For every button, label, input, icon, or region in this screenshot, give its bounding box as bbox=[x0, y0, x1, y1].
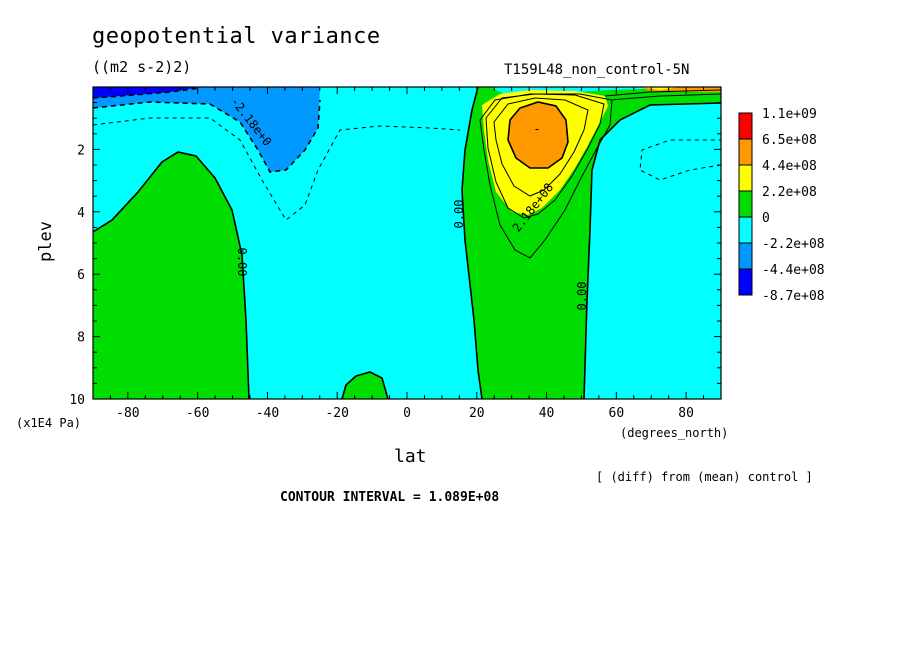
y-tick-label: 4 bbox=[77, 206, 85, 221]
contour-neg-dashed-top bbox=[93, 87, 201, 99]
x-tick-marks bbox=[92, 87, 722, 399]
legend-label: -4.4e+08 bbox=[762, 263, 825, 278]
y-axis-label: plev bbox=[36, 221, 56, 262]
contour-zero-left bbox=[93, 151, 250, 399]
y-tick-label: 8 bbox=[77, 331, 85, 346]
contour-interval-label: CONTOUR INTERVAL = 1.089E+08 bbox=[280, 490, 500, 505]
contour-pos-2 bbox=[485, 93, 605, 219]
contour-pos-3 bbox=[493, 97, 589, 197]
contour-pos-right-tail bbox=[609, 93, 721, 101]
region-neg-strong-topleft bbox=[93, 87, 320, 172]
legend-label: 1.1e+09 bbox=[762, 107, 817, 122]
contour-zero-center-left bbox=[461, 87, 483, 399]
x-tick-label: 40 bbox=[539, 406, 555, 421]
legend-label: 6.5e+08 bbox=[762, 133, 817, 148]
contour-label: 0.00 bbox=[575, 282, 589, 311]
x-tick-label: -80 bbox=[116, 406, 139, 421]
legend-swatch bbox=[738, 112, 753, 140]
x-tick-label: -40 bbox=[256, 406, 279, 421]
legend-swatch bbox=[738, 190, 753, 218]
legend-label: 2.2e+08 bbox=[762, 185, 817, 200]
region-neg-strongest-topleft bbox=[93, 87, 200, 98]
x-tick-label: 0 bbox=[403, 406, 411, 421]
legend-label: -2.2e+08 bbox=[762, 237, 825, 252]
contour-zero-bump bbox=[341, 371, 389, 399]
chart-title: geopotential variance bbox=[92, 24, 381, 49]
y-tick-label: 10 bbox=[69, 393, 85, 408]
y-tick-labels: 2 4 6 8 10 bbox=[69, 143, 85, 408]
legend-label: -8.7e+08 bbox=[762, 289, 825, 304]
plot-frame bbox=[92, 86, 722, 400]
units-label: ((m2 s-2)2) bbox=[92, 58, 192, 76]
region-pos-orange bbox=[508, 102, 568, 168]
y-tick-label: 2 bbox=[77, 143, 85, 158]
y-tick-label: 6 bbox=[77, 268, 85, 283]
region-pos-topright-yellow bbox=[640, 87, 680, 90]
legend-swatch bbox=[738, 242, 753, 270]
x-tick-label: -60 bbox=[186, 406, 209, 421]
contour-pos-4 bbox=[507, 101, 569, 169]
x-tick-label: -20 bbox=[325, 406, 348, 421]
x-tick-label: 80 bbox=[678, 406, 694, 421]
contour-neg-dashed-left bbox=[93, 99, 321, 173]
x-tick-label: 20 bbox=[469, 406, 485, 421]
legend-swatch bbox=[738, 138, 753, 166]
contour-label: 0.00 bbox=[235, 248, 249, 277]
y-units-label: (x1E4 Pa) bbox=[16, 416, 82, 430]
x-axis-label: lat bbox=[394, 446, 427, 467]
contour-zero-center-right bbox=[583, 102, 721, 399]
color-legend: 1.1e+09 6.5e+08 4.4e+08 2.2e+08 0 -2.2e+08 -4.… bbox=[738, 107, 825, 304]
contour-fill-layer bbox=[93, 87, 721, 399]
diff-note: [ (diff) from (mean) control ] bbox=[596, 470, 813, 484]
run-label: T159L48_non_control-5N bbox=[504, 62, 690, 78]
x-tick-label: 60 bbox=[609, 406, 625, 421]
contour-lines bbox=[93, 87, 721, 399]
x-units-label: (degrees_north) bbox=[620, 426, 729, 440]
legend-swatch bbox=[738, 268, 753, 296]
contour-label: - bbox=[533, 122, 540, 136]
contour-label: 0.00 bbox=[452, 200, 466, 229]
legend-swatch bbox=[738, 216, 753, 244]
contour-neg-dashed-outer bbox=[93, 117, 461, 221]
x-tick-labels: -80 -60 -40 -20 0 20 40 60 80 bbox=[116, 406, 694, 421]
legend-swatch bbox=[738, 164, 753, 192]
contour-pos-right-tail-2 bbox=[604, 89, 721, 97]
legend-label: 0 bbox=[762, 211, 770, 226]
legend-label: 4.4e+08 bbox=[762, 159, 817, 174]
region-pos-left bbox=[93, 152, 249, 399]
y-tick-marks bbox=[93, 102, 721, 400]
